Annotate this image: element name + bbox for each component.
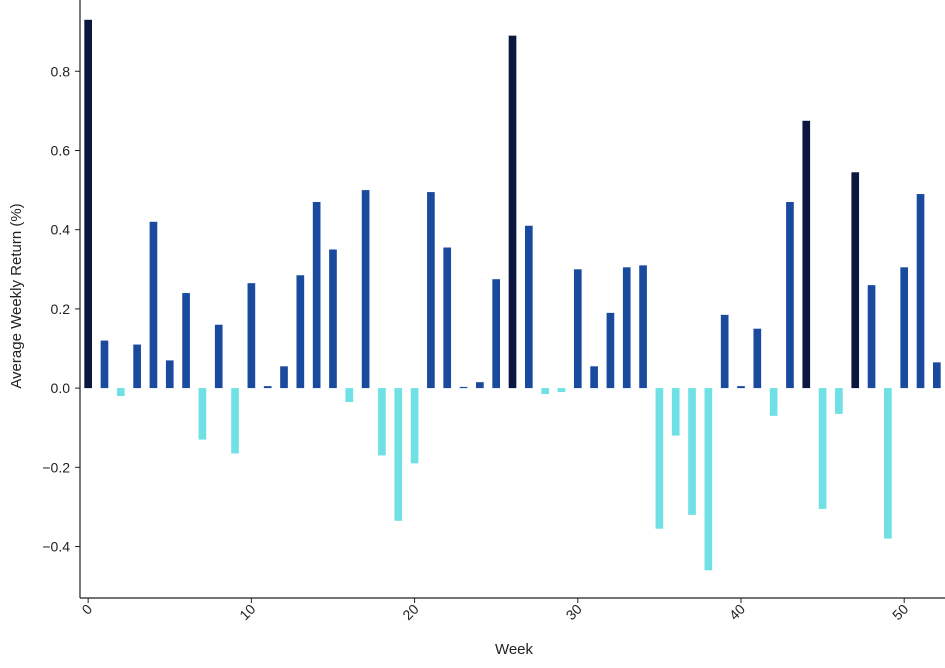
x-tick-label: 10 <box>236 601 258 623</box>
bar-week-23 <box>459 386 468 389</box>
bar-week-14 <box>312 201 321 389</box>
bar-week-17 <box>361 190 370 389</box>
bar-week-4 <box>149 221 158 389</box>
bar-week-28 <box>541 388 549 395</box>
x-tick-label: 50 <box>889 601 911 623</box>
bar-week-27 <box>524 225 533 389</box>
y-tick-label: 0.4 <box>51 222 71 238</box>
bar-week-3 <box>133 344 141 389</box>
bar-week-52 <box>933 362 941 389</box>
bar-week-34 <box>639 265 647 389</box>
bar-week-16 <box>345 388 354 402</box>
bar-week-11 <box>263 386 272 389</box>
x-tick-label: 30 <box>563 601 585 623</box>
bar-week-5 <box>165 360 174 389</box>
bar-week-15 <box>329 249 337 389</box>
y-tick-label: −0.2 <box>42 459 70 475</box>
bar-week-20 <box>410 388 419 464</box>
bar-week-32 <box>606 312 615 389</box>
bar-week-1 <box>100 340 109 389</box>
bar-week-33 <box>622 267 631 389</box>
bar-week-8 <box>214 324 223 389</box>
x-ticks-group: 0 10 20 30 40 50 <box>78 598 911 623</box>
bar-week-37 <box>688 388 696 515</box>
bar-week-12 <box>280 366 288 389</box>
bar-week-19 <box>394 388 403 521</box>
bar-week-30 <box>573 269 582 389</box>
bar-week-22 <box>443 247 452 389</box>
y-tick-label: 0.6 <box>51 142 71 158</box>
bar-week-38 <box>704 388 713 571</box>
bar-week-25 <box>492 279 501 389</box>
bar-week-41 <box>753 328 762 389</box>
x-axis-title: Week <box>495 641 534 658</box>
x-tick-label: 0 <box>78 601 95 618</box>
bar-week-18 <box>378 388 386 456</box>
bar-week-44 <box>802 120 811 389</box>
y-tick-label: 0.2 <box>51 301 71 317</box>
bar-week-31 <box>590 366 598 389</box>
bar-week-10 <box>247 283 256 389</box>
bar-week-21 <box>427 192 435 389</box>
bar-week-46 <box>835 388 843 414</box>
bar-week-36 <box>671 388 680 436</box>
bar-week-50 <box>900 267 909 389</box>
bar-week-35 <box>655 388 664 529</box>
bar-week-7 <box>198 388 207 440</box>
y-tick-label: −0.4 <box>42 539 70 555</box>
bar-week-47 <box>851 172 860 389</box>
bar-week-24 <box>476 382 484 389</box>
x-tick-label: 40 <box>726 601 748 623</box>
bar-week-49 <box>884 388 892 539</box>
bar-week-43 <box>786 201 794 389</box>
bar-week-39 <box>720 314 729 389</box>
x-tick-label: 20 <box>399 601 421 623</box>
bar-week-13 <box>296 275 305 389</box>
bar-week-40 <box>737 386 745 389</box>
bar-week-26 <box>508 35 517 389</box>
bar-week-9 <box>231 388 239 454</box>
bar-week-2 <box>116 388 125 397</box>
bar-week-0 <box>84 19 92 389</box>
bars-group <box>84 19 941 571</box>
bar-week-48 <box>867 285 876 389</box>
bar-week-6 <box>182 293 190 389</box>
y-tick-label: 0.0 <box>51 380 71 396</box>
y-tick-label: 0.8 <box>51 63 71 79</box>
y-axis-title: Average Weekly Return (%) <box>8 203 25 388</box>
bar-week-29 <box>557 388 566 393</box>
bar-week-45 <box>818 388 827 509</box>
bar-week-42 <box>769 388 778 416</box>
y-ticks-group: −0.4 −0.2 0.0 0.2 0.4 0.6 0.8 <box>42 63 80 555</box>
bar-week-51 <box>916 194 925 389</box>
